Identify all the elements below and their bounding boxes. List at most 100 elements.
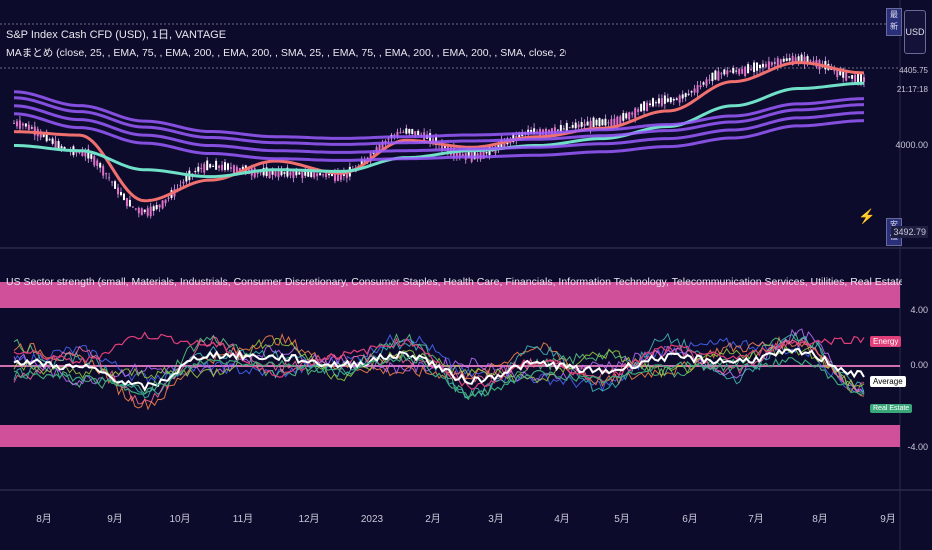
candle [663, 92, 666, 109]
candle [24, 123, 27, 130]
candle [328, 172, 331, 179]
candle [96, 158, 99, 170]
candle [155, 201, 158, 211]
lightning-icon[interactable]: ⚡ [858, 208, 876, 224]
candle [803, 51, 806, 69]
candle [720, 71, 723, 79]
candle [102, 164, 105, 179]
price-label-4000: 4000.00 [895, 140, 928, 150]
candle [800, 52, 803, 63]
axis-label-minus4: -4.00 [907, 442, 928, 452]
candle [18, 116, 21, 132]
time-axis-label: 10月 [169, 513, 190, 525]
candle [625, 111, 628, 120]
candle [651, 97, 654, 108]
candle [714, 69, 717, 81]
candle [770, 61, 773, 67]
candle [758, 64, 761, 73]
candle [607, 119, 610, 127]
candle [143, 209, 146, 215]
candle [405, 124, 408, 135]
candle [111, 180, 114, 187]
candle [206, 157, 209, 171]
candle [313, 172, 316, 180]
sector-line [13, 332, 865, 411]
candle [226, 162, 229, 172]
current-price-readout: 4405.75 [899, 66, 928, 75]
candle [212, 164, 215, 167]
time-axis-label: 12月 [298, 513, 319, 525]
candle [568, 126, 571, 129]
candle [218, 164, 221, 172]
candle [197, 162, 200, 175]
candle [417, 129, 420, 136]
candle [209, 163, 212, 169]
time-axis-label: 11月 [233, 513, 253, 525]
candle [322, 173, 325, 178]
candle [586, 116, 589, 126]
candle [753, 60, 756, 78]
candle [809, 59, 812, 63]
candle [229, 162, 232, 172]
candle [732, 65, 735, 75]
time-axis-label: 8月 [812, 513, 828, 525]
sector-strength-label[interactable]: US Sector strength (small, Materials, In… [6, 276, 902, 288]
candle [592, 116, 595, 128]
latest-badge[interactable]: 最新 [886, 8, 902, 36]
candle [562, 125, 565, 130]
candle [27, 121, 30, 131]
candle [105, 172, 108, 180]
candle [785, 53, 788, 62]
time-axis-label: 2月 [425, 513, 441, 525]
candle [717, 67, 720, 81]
sector-line [13, 332, 865, 399]
currency-button[interactable]: USD [904, 10, 926, 54]
oversold-band [0, 425, 900, 447]
candle [93, 154, 96, 168]
candle [30, 124, 33, 130]
candle [402, 129, 405, 134]
candle [304, 166, 307, 179]
candle [666, 93, 669, 103]
candle [610, 115, 613, 128]
candle [167, 195, 170, 202]
candle [134, 208, 137, 211]
candle [131, 206, 134, 209]
candle [851, 74, 854, 84]
axis-label-0: 0.00 [910, 360, 928, 370]
ma-indicator-label[interactable]: MAまとめ (close, 25, , EMA, 75, , EMA, 200,… [6, 47, 566, 59]
candle [726, 67, 729, 78]
candle [761, 60, 764, 73]
candle [286, 164, 289, 179]
candle [283, 171, 286, 178]
symbol-title[interactable]: S&P Index Cash CFD (USD), 1日, VANTAGE [6, 29, 227, 41]
ema-75-line [13, 81, 865, 179]
candle [152, 204, 155, 216]
candle [708, 74, 711, 84]
candle [696, 81, 699, 98]
candle [128, 195, 131, 208]
candle [99, 161, 102, 173]
candle [598, 117, 601, 128]
candle [203, 161, 206, 175]
candle [845, 71, 848, 82]
average-line [13, 347, 865, 392]
candle [687, 89, 690, 97]
price-label-low: 3492.79 [891, 226, 928, 238]
candle [399, 127, 402, 134]
candle [149, 202, 152, 219]
candle [200, 163, 203, 173]
candle [669, 97, 672, 105]
candle [702, 80, 705, 87]
candle [750, 65, 753, 71]
candle [622, 110, 625, 124]
candle [660, 94, 663, 108]
candle [782, 56, 785, 63]
ema-200-line [13, 104, 865, 154]
ema-200-line [13, 96, 865, 146]
candle [583, 119, 586, 130]
candle [654, 100, 657, 107]
candle [577, 121, 580, 131]
time-axis-label: 9月 [107, 513, 123, 525]
